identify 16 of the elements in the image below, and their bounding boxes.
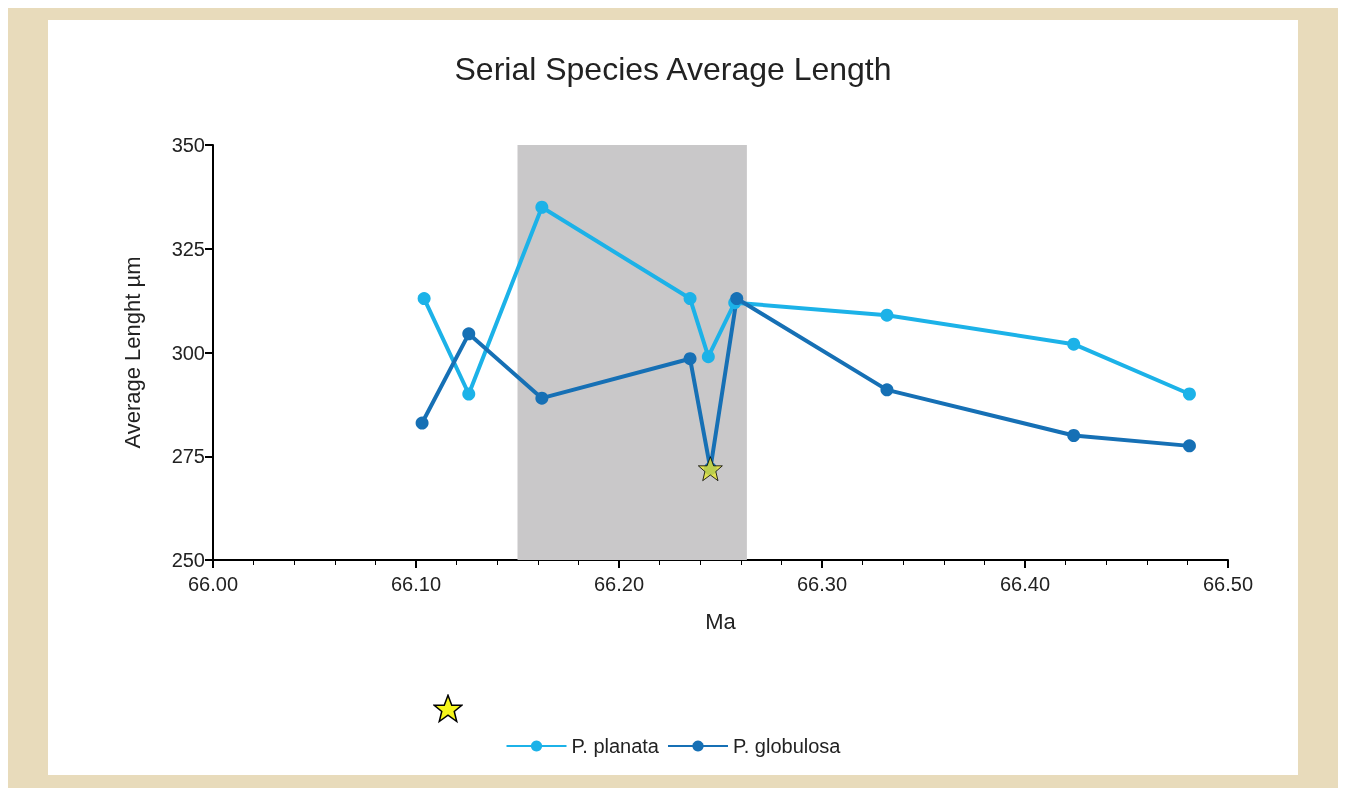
x-tick-label: 66.20 xyxy=(593,573,645,595)
x-tick-label: 66.00 xyxy=(187,573,239,595)
y-axis-title: Average Lenght µm xyxy=(119,256,145,449)
y-tick-label: 275 xyxy=(171,445,205,468)
legend-label: P. planata xyxy=(571,735,660,757)
y-tick-label: 350 xyxy=(171,134,205,156)
legend-label: P. globulosa xyxy=(733,735,842,757)
x-tick-label: 66.40 xyxy=(999,573,1051,595)
x-tick-label: 66.50 xyxy=(1202,573,1254,595)
y-tick-label: 300 xyxy=(171,341,205,364)
chart-title: Serial Species Average Length xyxy=(454,51,892,87)
y-tick-label: 250 xyxy=(171,549,205,571)
x-axis-title: Ma xyxy=(705,608,737,634)
y-tick-label: 325 xyxy=(171,237,205,260)
x-tick-label: 66.10 xyxy=(390,573,442,595)
x-tick-label: 66.30 xyxy=(796,573,848,595)
